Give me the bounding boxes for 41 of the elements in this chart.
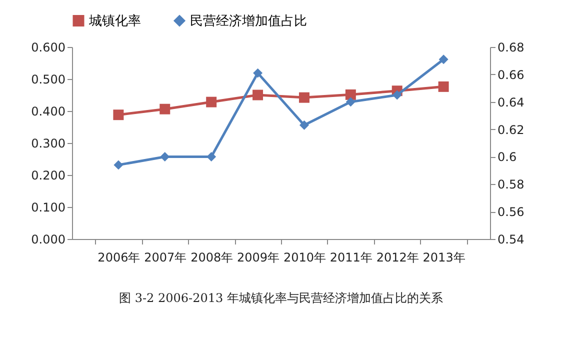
point <box>160 104 170 114</box>
point <box>253 68 263 78</box>
x-tick-label: 2013年 <box>422 250 466 264</box>
x-tick-label: 2010年 <box>283 250 326 264</box>
point <box>252 90 264 100</box>
y-tick-label: 0.000 <box>31 232 66 246</box>
y2-tick-label: 0.66 <box>498 68 524 82</box>
point <box>298 92 310 103</box>
y2-tick-label: 0.6 <box>498 150 517 164</box>
y-tick-label: 0.500 <box>31 72 66 86</box>
y-tick-label: 0.600 <box>31 40 66 54</box>
point <box>345 89 356 100</box>
point <box>206 152 216 162</box>
y-tick-label: 0.200 <box>31 168 66 182</box>
legend-label: 民营经济增加值占比 <box>190 14 307 29</box>
point <box>438 81 449 92</box>
point <box>206 96 217 108</box>
x-tick-label: 2009年 <box>237 250 280 264</box>
legend-label: 城镇化率 <box>88 12 141 29</box>
y-tick-label: 0.300 <box>31 136 66 150</box>
x-tick-label: 2008年 <box>190 250 234 264</box>
x-tick-label: 2006年 <box>98 250 140 264</box>
y2-tick-label: 0.56 <box>498 205 524 220</box>
point <box>346 97 356 107</box>
point <box>113 110 124 120</box>
caption: 图 3-2 2006-2013 年城镇化率与民营经济增加值占比的关系 <box>119 291 443 305</box>
point <box>114 160 124 170</box>
point <box>299 120 309 130</box>
y2-tick-label: 0.54 <box>498 232 524 246</box>
x-tick-label: 2012年 <box>376 250 419 264</box>
y2-tick-label: 0.64 <box>498 95 524 110</box>
y2-tick-label: 0.58 <box>498 178 524 192</box>
point <box>160 152 170 162</box>
point <box>438 54 448 64</box>
y-tick-label: 0.100 <box>31 200 66 214</box>
y2-tick-label: 0.68 <box>498 40 524 54</box>
y-tick-label: 0.400 <box>31 104 66 118</box>
point <box>392 90 402 100</box>
x-tick-label: 2007年 <box>144 250 187 264</box>
x-tick-label: 2011年 <box>330 250 372 264</box>
y2-tick-label: 0.62 <box>498 122 524 137</box>
